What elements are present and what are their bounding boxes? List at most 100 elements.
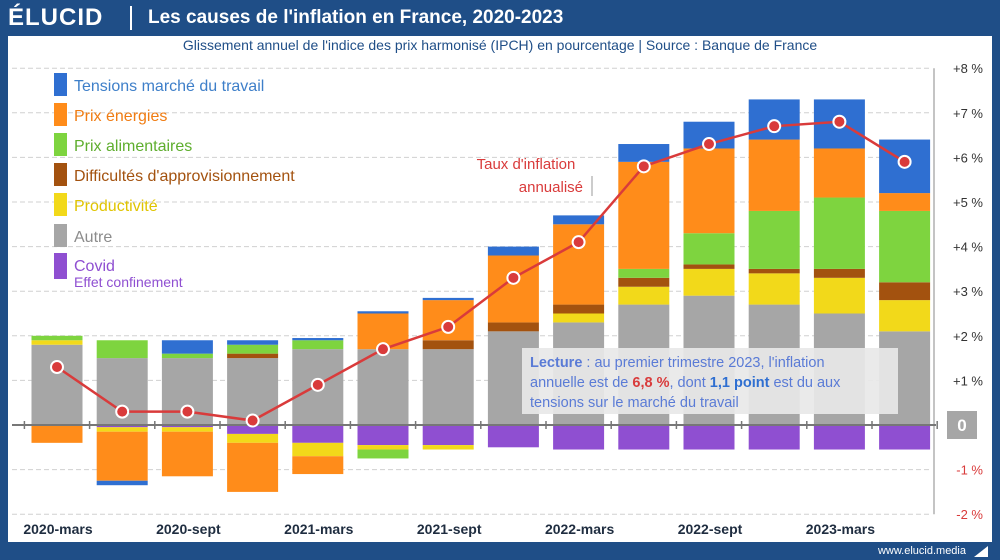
legend-sublabel: Effet confinement xyxy=(74,274,183,290)
legend-swatch xyxy=(54,73,67,96)
inflation-point xyxy=(832,114,847,129)
inflation-point xyxy=(180,404,195,419)
x-tick-label: 2023-mars xyxy=(806,521,875,537)
bar-segment xyxy=(879,425,931,450)
annotation-text: est du aux xyxy=(769,375,841,391)
bar-segment xyxy=(879,300,931,332)
bar-segment xyxy=(422,297,474,301)
legend-swatch xyxy=(54,133,67,156)
stacked-bar-chart: +8 % +7 % +6 % +5 % +4 % +3 % +2 % +1 % 0 -1 % -2 … xyxy=(12,61,983,537)
y-tick-label: +3 % xyxy=(953,284,983,299)
line-label: Taux d'inflation xyxy=(477,156,576,173)
x-tick-label: 2022-mars xyxy=(545,521,614,537)
bar-segment xyxy=(422,425,474,446)
bar-segment xyxy=(96,340,148,359)
bar-segment xyxy=(292,338,344,341)
y-tick-label: +4 % xyxy=(953,240,983,255)
x-tick-label: 2021-mars xyxy=(284,521,353,537)
zero-label-box xyxy=(947,411,977,439)
inflation-point xyxy=(702,137,716,152)
brand-logo: ÉLUCID xyxy=(8,4,104,31)
bar-segment xyxy=(357,445,409,450)
bar-segment xyxy=(227,442,279,492)
y-tick-label: +6 % xyxy=(953,150,983,165)
bar-segment xyxy=(683,148,735,234)
bar-segment xyxy=(161,425,213,428)
bar-segment xyxy=(96,427,148,432)
inflation-point xyxy=(506,270,521,285)
legend-label: Productivité xyxy=(74,198,158,215)
y-tick-label: +2 % xyxy=(953,329,983,344)
bar-segment xyxy=(683,425,735,450)
bar-segment xyxy=(292,442,344,457)
bar-segment xyxy=(553,313,605,323)
annotation-line: annuelle est de 6,8 %, dont 1,1 point es… xyxy=(530,375,841,391)
bar-segment xyxy=(227,433,279,443)
bar-segment xyxy=(879,210,931,283)
bar-segment xyxy=(618,161,670,269)
bar-segment xyxy=(487,246,539,256)
legend-label: Prix alimentaires xyxy=(74,138,192,155)
bar-segment xyxy=(292,425,344,443)
bar-segment xyxy=(31,344,83,425)
bar-segment xyxy=(748,139,800,211)
bar-segment xyxy=(813,425,865,450)
bar-segment xyxy=(879,193,931,211)
inflation-point xyxy=(245,413,260,428)
bar-segment xyxy=(422,340,474,350)
x-tick-label: 2020-sept xyxy=(156,521,221,537)
bar-segment xyxy=(748,210,800,269)
bar-segment xyxy=(813,277,865,314)
bar-segment xyxy=(748,268,800,274)
bar-segment xyxy=(553,304,605,314)
bar-segment xyxy=(422,445,474,450)
annotation-line: tensions sur le marché du travail xyxy=(530,395,739,411)
annotation-prefix: Lecture xyxy=(530,355,582,371)
footer-url[interactable]: www.elucid.media xyxy=(877,545,966,557)
y-tick-label: +5 % xyxy=(953,195,983,210)
legend-label: Covid xyxy=(74,258,115,275)
inflation-point xyxy=(115,404,130,419)
bar-segment xyxy=(161,353,213,359)
inflation-point xyxy=(897,154,912,169)
annotation-box xyxy=(522,348,898,414)
bar-segment xyxy=(227,344,279,354)
inflation-point xyxy=(376,342,390,357)
bar-segment xyxy=(879,282,931,301)
bar-segment xyxy=(618,144,670,162)
elucid-arrow-icon xyxy=(974,546,988,557)
bar-segment xyxy=(422,349,474,425)
x-tick-label: 2021-sept xyxy=(417,521,482,537)
bar-segment xyxy=(357,425,409,446)
legend-swatch xyxy=(54,253,67,279)
annotation-value: 1,1 point xyxy=(710,375,770,391)
bar-segment xyxy=(487,322,539,332)
bar-segment xyxy=(227,340,279,345)
bar-segment xyxy=(161,340,213,354)
bar-segment xyxy=(748,425,800,450)
y-tick-label: 0 xyxy=(957,416,966,435)
bar-segment xyxy=(357,449,409,459)
line-label: annualisé xyxy=(519,179,583,196)
bar-segment xyxy=(683,268,735,296)
y-tick-label: +7 % xyxy=(953,106,983,121)
inflation-line xyxy=(56,120,906,422)
bar-segment xyxy=(96,425,148,428)
bar-segment xyxy=(357,311,409,314)
bar-segment xyxy=(553,425,605,450)
inflation-point xyxy=(441,319,456,334)
y-tick-label: +8 % xyxy=(953,61,983,76)
annotation-text: : au premier trimestre 2023, l'inflation xyxy=(582,355,824,371)
header: ÉLUCID Les causes de l'inflation en Fran… xyxy=(0,0,1000,36)
bar-segment xyxy=(618,268,670,278)
chart-subtitle: Glissement annuel de l'indice des prix h… xyxy=(182,37,818,53)
bar-segment xyxy=(161,431,213,477)
bar-segment xyxy=(813,148,865,198)
bar-segment xyxy=(618,277,670,287)
bar-segment xyxy=(292,456,344,475)
legend-swatch xyxy=(54,224,67,247)
bar-segment xyxy=(813,268,865,278)
legend-swatch xyxy=(54,163,67,186)
annotation-text: , dont xyxy=(669,375,709,391)
